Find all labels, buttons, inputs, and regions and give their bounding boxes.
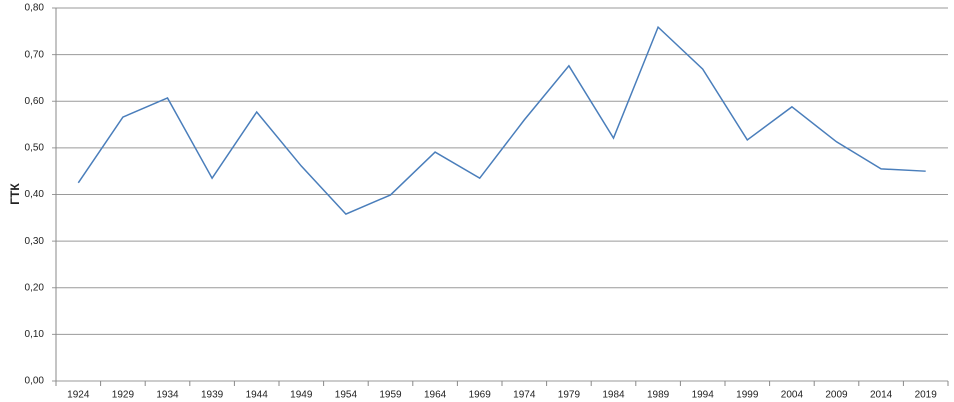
x-tick-label: 1944	[246, 390, 269, 401]
y-tick-label: 0,20	[25, 282, 45, 293]
x-tick-label: 2014	[870, 390, 893, 401]
y-tick-label: 0,70	[25, 49, 45, 60]
x-tick-label: 1974	[513, 390, 536, 401]
y-tick-label: 0,30	[25, 236, 45, 247]
x-tick-label: 1924	[67, 390, 90, 401]
y-tick-label: 0,50	[25, 143, 45, 154]
y-tick-label: 0,60	[25, 96, 45, 107]
x-tick-label: 1959	[379, 390, 402, 401]
x-tick-label: 1934	[156, 390, 179, 401]
x-tick-label: 1964	[424, 390, 447, 401]
x-tick-label: 2004	[781, 390, 804, 401]
x-tick-label: 1994	[692, 390, 715, 401]
x-tick-label: 1949	[290, 390, 313, 401]
x-tick-label: 1939	[201, 390, 224, 401]
data-line	[77, 25, 926, 215]
y-tick-label: 0,00	[25, 376, 45, 387]
x-tick-label: 2009	[825, 390, 848, 401]
y-tick-label: 0,40	[25, 189, 45, 200]
x-tick-label: 1989	[647, 390, 670, 401]
x-tick-label: 1954	[335, 390, 358, 401]
x-tick-label: 1984	[602, 390, 625, 401]
x-tick-label: 2019	[915, 390, 938, 401]
y-axis-label: ГТК	[8, 183, 22, 205]
x-tick-label: 1979	[558, 390, 581, 401]
x-tick-label: 1929	[112, 390, 135, 401]
x-tick-label: 1999	[736, 390, 759, 401]
y-tick-label: 0,80	[25, 3, 45, 14]
x-tick-label: 1969	[469, 390, 492, 401]
y-tick-label: 0,10	[25, 329, 45, 340]
